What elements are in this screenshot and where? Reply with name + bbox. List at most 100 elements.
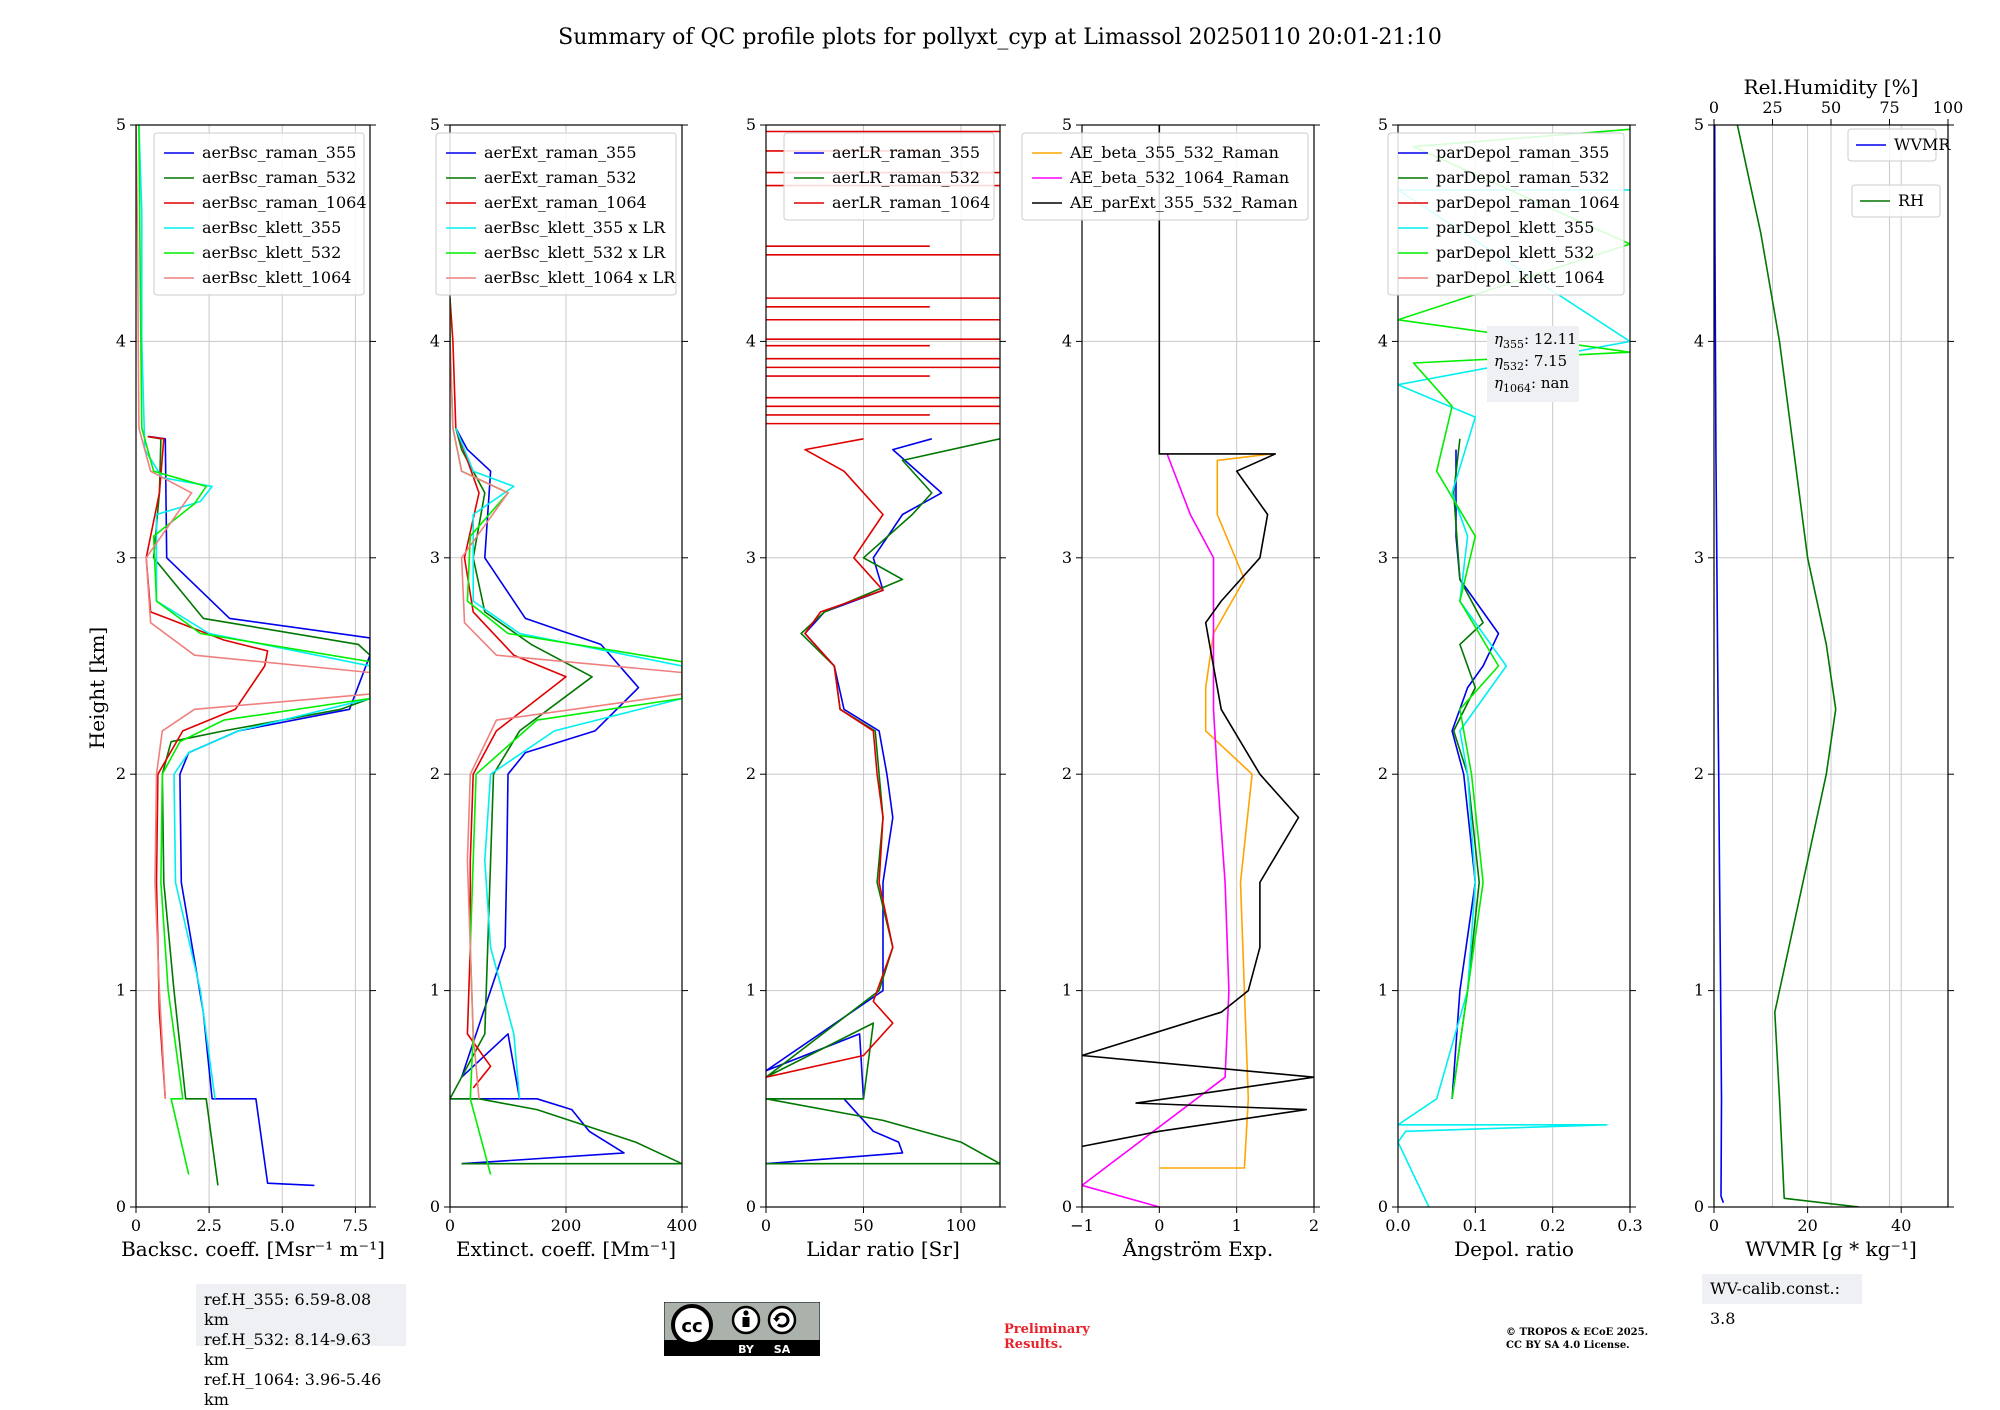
- y-tick-label: 1: [1694, 981, 1704, 1000]
- cc-text: cc: [681, 1316, 702, 1337]
- series-aerbsc-klett-1064: [136, 125, 370, 1099]
- legend-label: aerExt_raman_1064: [484, 193, 647, 212]
- y-tick-label: 4: [1694, 331, 1704, 350]
- x2-tick-label: 75: [1879, 98, 1899, 117]
- series-aerext-raman-1064: [450, 298, 567, 1089]
- series-rh: [1736, 125, 1860, 1207]
- y-tick-label: 3: [116, 548, 126, 567]
- legend: aerLR_raman_355 aerLR_raman_532 aerLR_rama…: [783, 132, 995, 221]
- y-tick-label: 2: [116, 764, 126, 783]
- y-tick-label: 1: [116, 981, 126, 1000]
- cc-icon: [671, 1304, 713, 1346]
- panel-frame: [135, 124, 371, 1208]
- series-aerlr-raman-355: [766, 438, 943, 1165]
- panel-1: 0 2.5 5.0 7.5 0 1 2 3 4 5 Backsc. coeff. [Msr⁻¹ m⁻…: [116, 115, 385, 1261]
- x-tick-label: 5.0: [270, 1216, 295, 1235]
- legend-box: [1387, 132, 1625, 296]
- y-axis-label: Height [km]: [85, 627, 109, 749]
- panel-frame: [765, 124, 1001, 1208]
- ref-height-1064: ref.H_1064: 3.96-5.46 km: [204, 1370, 382, 1409]
- x-tick-label: 0.2: [1540, 1216, 1565, 1235]
- panel-frame: [1081, 124, 1315, 1208]
- x-axis-label: Backsc. coeff. [Msr⁻¹ m⁻¹]: [121, 1237, 385, 1261]
- y-tick-label: 5: [1694, 115, 1704, 134]
- panel-frame: [1397, 124, 1631, 1208]
- legend: AE_beta_355_532_Raman AE_beta_532_1064_Ra…: [1021, 132, 1309, 221]
- x-tick-label: 0.0: [1385, 1216, 1410, 1235]
- x-axis-label: Lidar ratio [Sr]: [806, 1237, 960, 1261]
- y-tick-label: 5: [746, 115, 756, 134]
- x-tick-label: 50: [853, 1216, 873, 1235]
- eta-label-532: η532: 7.15: [1494, 352, 1567, 373]
- legend: aerBsc_raman_355 aerBsc_raman_532 aerBsc_r…: [153, 132, 367, 296]
- legend-label: parDepol_raman_532: [1436, 168, 1609, 187]
- preliminary-results-note: Preliminary Results.: [1004, 1322, 1090, 1352]
- legend-box: [435, 132, 677, 296]
- series-aerlr-raman-1064: [766, 438, 894, 1078]
- legend-label: parDepol_klett_532: [1436, 243, 1594, 262]
- x2-tick-label: 50: [1821, 98, 1841, 117]
- legend-label: aerBsc_klett_532: [202, 243, 341, 262]
- y-tick-label: 0: [1694, 1197, 1704, 1216]
- x-axis-label: Extinct. coeff. [Mm⁻¹]: [456, 1237, 676, 1261]
- preliminary-line-1: Preliminary: [1004, 1322, 1090, 1337]
- legend-label: aerExt_raman_532: [484, 168, 637, 187]
- panel-5: 0.0 0.1 0.2 0.3 0 1 2 3 4 5 Depol. ratio parDepol_r…: [1378, 115, 1643, 1261]
- x-tick-label: 0: [1154, 1216, 1164, 1235]
- x-tick-label: 20: [1797, 1216, 1817, 1235]
- y-tick-label: 5: [1062, 115, 1072, 134]
- cc-by-sa-badge: cc BY SA: [664, 1302, 820, 1356]
- legend-box: [1847, 128, 1937, 162]
- y-tick-label: 2: [1378, 764, 1388, 783]
- eta-label-1064: η1064: nan: [1494, 374, 1569, 395]
- legend-label: AE_parExt_355_532_Raman: [1069, 193, 1298, 212]
- legend: aerExt_raman_355 aerExt_raman_532 aerExt_r…: [435, 132, 677, 296]
- copyright-line-2: CC BY SA 4.0 License.: [1506, 1340, 1630, 1351]
- y-tick-label: 1: [430, 981, 440, 1000]
- legend-label: RH: [1898, 191, 1924, 210]
- series-aerbsc-raman-1064: [145, 435, 269, 1099]
- y-tick-label: 0: [746, 1197, 756, 1216]
- x-tick-label: 0.3: [1617, 1216, 1642, 1235]
- x-tick-label: 0: [445, 1216, 455, 1235]
- y-tick-label: 2: [746, 764, 756, 783]
- y-tick-label: 3: [430, 548, 440, 567]
- by-text: BY: [738, 1343, 755, 1356]
- legend-label: parDepol_raman_1064: [1436, 193, 1620, 212]
- legend-label: parDepol_klett_355: [1436, 218, 1594, 237]
- preliminary-line-2: Results.: [1004, 1337, 1063, 1352]
- legend-label: AE_beta_355_532_Raman: [1069, 143, 1279, 162]
- legend-label: parDepol_raman_355: [1436, 143, 1609, 162]
- ref-height-355: ref.H_355: 6.59-8.08 km: [204, 1290, 372, 1329]
- y-tick-label: 0: [1378, 1197, 1388, 1216]
- series-aerbsc-raman-532: [147, 435, 370, 1186]
- copyright-line-1: © TROPOS & ECoE 2025.: [1506, 1327, 1649, 1338]
- series-aerbsc-klett-355: [138, 125, 370, 1099]
- series-aerlr-raman-532: [766, 438, 1000, 1165]
- x2-tick-label: 100: [1933, 98, 1964, 117]
- x-tick-label: 1: [1232, 1216, 1242, 1235]
- legend-label: aerBsc_klett_1064: [202, 268, 351, 287]
- y-tick-label: 2: [430, 764, 440, 783]
- legend-label: aerBsc_klett_1064 x LR: [484, 268, 676, 287]
- series-wvmr: [1714, 125, 1725, 1203]
- y-tick-label: 5: [116, 115, 126, 134]
- series-pardepol-raman-532: [1451, 438, 1484, 1099]
- x-tick-label: 0.1: [1463, 1216, 1488, 1235]
- legend-box: [1021, 132, 1309, 221]
- figure: Summary of QC profile plots for pollyxt_…: [85, 25, 1963, 1261]
- series-pardepol-klett-355: [1398, 189, 1630, 1207]
- series-ae-beta-532-1064-raman: [1082, 453, 1230, 1207]
- legend: WVMR RH: [1847, 128, 1951, 218]
- series-aerbsc-klett-1064-x-lr: [450, 341, 682, 1099]
- panels: 0 2.5 5.0 7.5 0 1 2 3 4 5 Backsc. coeff. [Msr⁻¹ m⁻…: [116, 75, 1963, 1261]
- legend: parDepol_raman_355 parDepol_raman_532 parD…: [1387, 132, 1625, 296]
- legend-label: parDepol_klett_1064: [1436, 268, 1605, 287]
- y-tick-label: 4: [116, 331, 126, 350]
- x-axis-label: Depol. ratio: [1454, 1237, 1574, 1261]
- legend-label: aerBsc_raman_1064: [202, 193, 367, 212]
- x2-axis-label: Rel.Humidity [%]: [1744, 75, 1919, 99]
